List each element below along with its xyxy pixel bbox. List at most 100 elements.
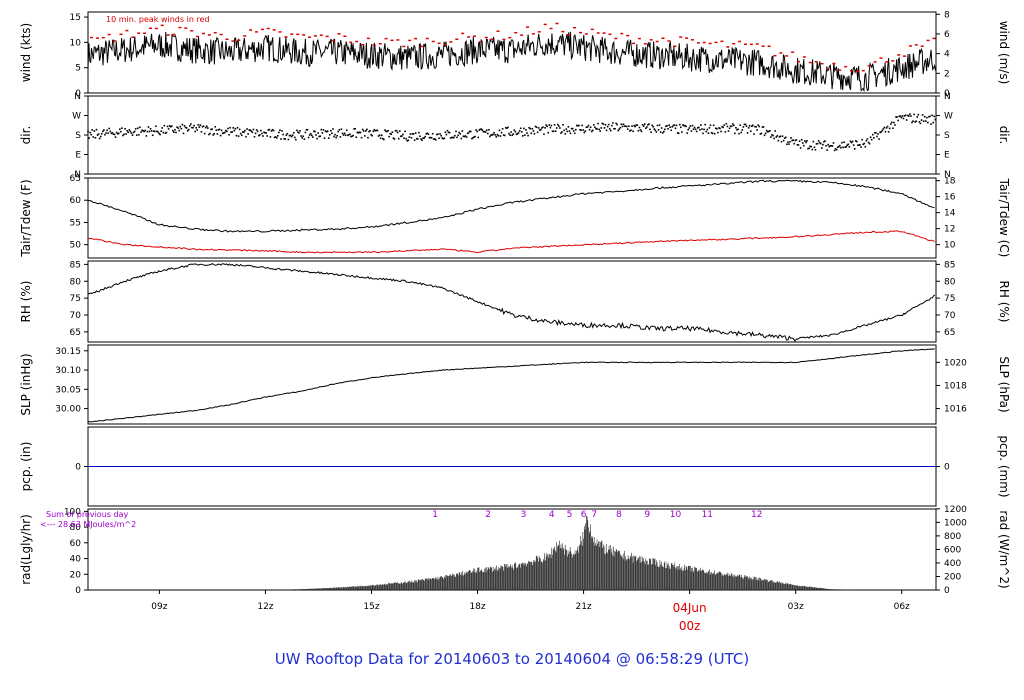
dir-point: [686, 132, 688, 134]
dir-point: [232, 127, 235, 129]
dir-point: [874, 132, 876, 134]
dir-point: [116, 132, 119, 135]
dir-point: [682, 124, 684, 126]
dir-point: [719, 127, 721, 130]
dir-point: [601, 122, 604, 125]
dir-point: [150, 130, 153, 132]
dir-point: [654, 129, 657, 132]
wind-ytick-label: 5: [75, 64, 81, 74]
dir-point: [277, 134, 279, 137]
wind-ylabel-right: wind (m/s): [997, 21, 1011, 85]
dir-point: [440, 134, 442, 137]
dir-ylabel: dir.: [19, 126, 33, 145]
rh-ylabel: RH (%): [19, 281, 33, 323]
dir-point: [461, 130, 464, 132]
dir-point: [917, 113, 920, 116]
dir-point: [859, 143, 861, 146]
dir-point: [366, 128, 368, 131]
dir-point: [446, 129, 449, 132]
dir-point: [545, 124, 547, 126]
dir-point: [811, 148, 814, 151]
dir-point: [834, 147, 837, 150]
rh-ytick-label: 75: [70, 294, 81, 304]
dir-point: [336, 134, 339, 137]
x-tick-label: 03z: [788, 602, 804, 612]
dir-point: [827, 143, 829, 146]
dir-point: [590, 130, 593, 133]
dir-point: [462, 135, 465, 138]
dir-point: [315, 134, 317, 136]
dir-point: [905, 119, 908, 121]
dir-point: [343, 132, 346, 135]
dir-point: [555, 127, 558, 129]
slp-ytick-label: 30.15: [55, 347, 81, 357]
dir-point: [836, 146, 839, 149]
dir-point: [728, 127, 731, 130]
dir-point: [588, 128, 591, 131]
dir-point: [661, 132, 664, 134]
dir-point: [449, 137, 452, 139]
temp-ytick-label: 65: [70, 174, 81, 184]
dir-point: [532, 130, 535, 132]
temp-ytick-label: 55: [70, 218, 81, 228]
dir-point: [931, 114, 933, 117]
rad-ytick-right-label: 600: [944, 545, 961, 555]
dir-point: [613, 128, 615, 130]
dir-point: [760, 132, 763, 135]
temp-ytick-right-label: 12: [944, 225, 955, 235]
dir-point: [702, 132, 704, 135]
dir-point: [357, 132, 360, 134]
dir-point: [318, 135, 320, 138]
dir-point: [121, 127, 123, 129]
dir-point: [429, 136, 432, 139]
dir-point: [497, 134, 500, 137]
dir-point: [630, 129, 632, 132]
dir-point: [289, 134, 292, 137]
dir-point: [735, 126, 737, 129]
dir-point: [141, 129, 143, 132]
dir-point: [579, 128, 581, 131]
dir-point: [853, 148, 856, 150]
dir-point: [157, 131, 159, 133]
dir-point: [883, 126, 886, 129]
dir-point: [194, 130, 196, 133]
dir-point: [492, 133, 494, 136]
slp-ylabel-right: SLP (hPa): [997, 356, 1011, 412]
dir-point: [282, 133, 284, 136]
dir-point: [347, 134, 349, 137]
pcp-ylabel-right: pcp. (mm): [997, 435, 1011, 497]
dir-point: [388, 135, 390, 138]
dir-point: [424, 135, 427, 138]
dir-point: [571, 127, 574, 130]
dir-point: [263, 131, 265, 134]
dir-point: [148, 130, 151, 133]
dir-point: [222, 132, 225, 134]
dir-point: [423, 137, 425, 139]
dir-point: [704, 123, 706, 126]
dir-point: [201, 125, 204, 128]
dir-point: [484, 131, 487, 133]
dir-point: [528, 126, 530, 129]
dir-point: [98, 137, 101, 140]
dir-point: [547, 131, 550, 134]
temp-ylabel: Tair/Tdew (F): [19, 179, 33, 257]
dir-ytick-label: W: [72, 112, 81, 122]
dir-point: [430, 137, 433, 139]
dir-point: [516, 132, 519, 135]
dir-point: [120, 130, 122, 133]
dir-point: [587, 124, 590, 127]
dir-point: [850, 141, 853, 144]
dir-point: [223, 131, 226, 134]
dir-point: [106, 129, 108, 132]
dir-point: [729, 125, 732, 128]
dir-point: [137, 127, 139, 129]
dir-point: [831, 145, 834, 147]
dir-point: [716, 127, 718, 130]
dir-point: [331, 132, 333, 135]
dir-point: [226, 130, 228, 133]
dir-point: [233, 129, 236, 132]
dir-point: [867, 141, 870, 144]
dir-point: [210, 128, 212, 131]
dir-point: [611, 124, 613, 127]
dir-point: [281, 130, 283, 132]
